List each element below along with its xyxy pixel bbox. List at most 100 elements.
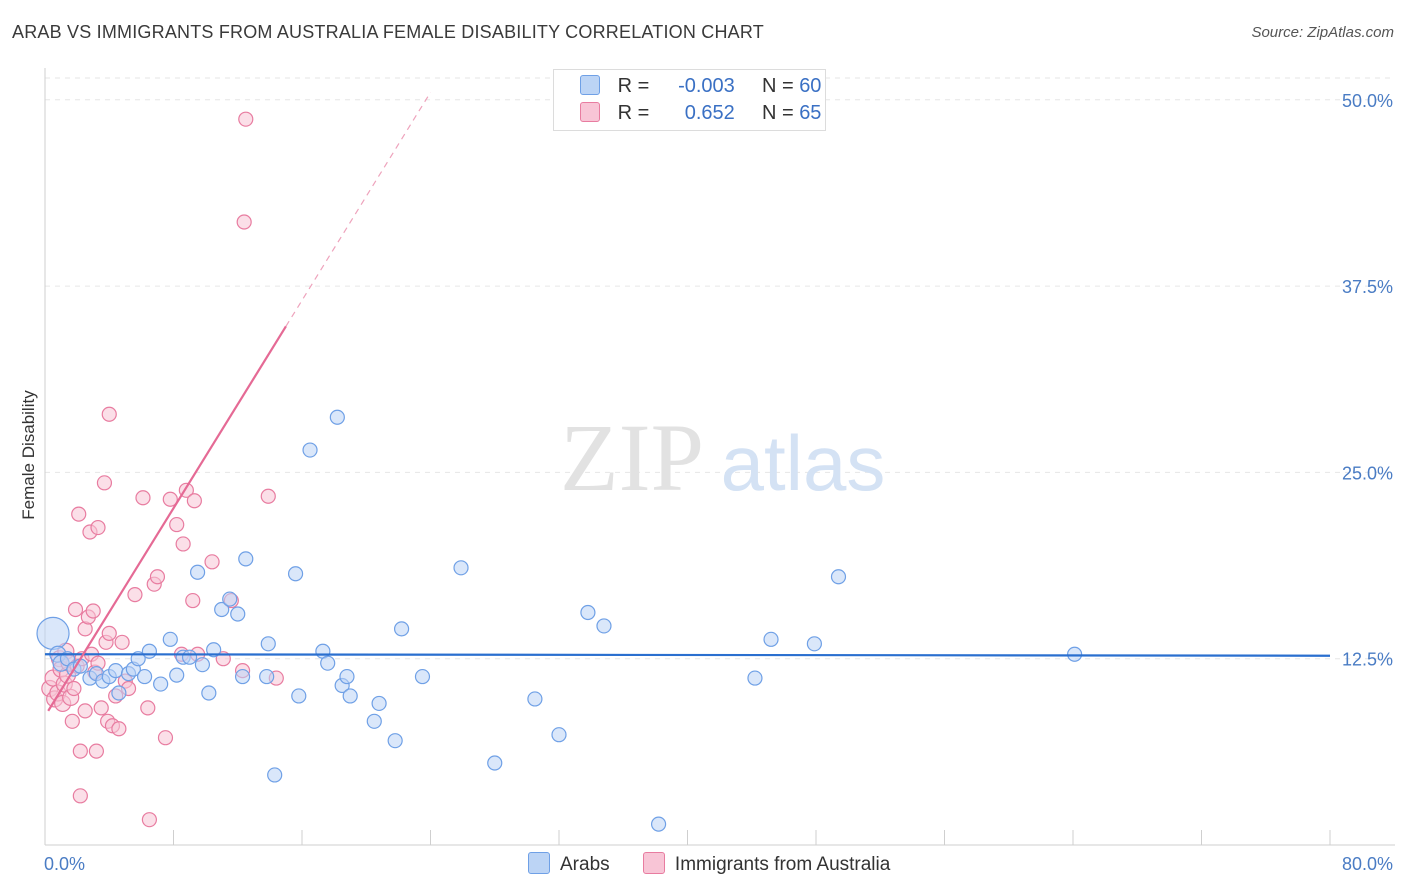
australia-point	[149, 569, 166, 585]
arab-point	[371, 695, 387, 712]
australia-point	[135, 490, 151, 506]
arab-point	[487, 755, 503, 771]
australia-point	[88, 743, 105, 759]
legend-swatch-australia	[580, 102, 600, 122]
legend-item-australia[interactable]: Immigrants from Australia	[642, 852, 891, 875]
arab-point	[806, 636, 822, 652]
australia-trend-line	[47, 325, 287, 712]
arab-point	[234, 668, 251, 685]
x-tick-label-max: 80.0%	[1342, 854, 1393, 874]
y-tick-label: 25.0%	[1342, 463, 1393, 483]
arab-point	[36, 616, 70, 650]
arab-point	[259, 668, 275, 685]
arab-point	[453, 560, 469, 576]
arab-point	[414, 668, 431, 685]
australia-point	[93, 700, 109, 716]
axes	[44, 68, 1395, 846]
australia-point	[141, 812, 158, 828]
legend-swatch-australia	[642, 852, 665, 874]
tick-labels: 12.5% 25.0% 37.5% 50.0% 0.0% 80.0%	[44, 91, 1393, 874]
arab-point	[153, 676, 169, 692]
australia-point	[204, 554, 220, 570]
australia-point	[101, 406, 117, 422]
arab-trend-line	[44, 653, 1331, 657]
arab-point	[320, 655, 336, 671]
australia-point	[185, 592, 201, 609]
arab-point	[747, 670, 763, 686]
legend-row-arabs: R = -0.003 N = 60	[580, 75, 821, 101]
australia-point	[64, 713, 80, 729]
legend-label-arabs: Arabs	[560, 854, 610, 875]
y-tick-label: 12.5%	[1342, 650, 1393, 670]
arab-point	[287, 566, 304, 582]
arab-point	[136, 668, 153, 685]
legend-n-label: N =	[761, 102, 794, 124]
arab-point	[206, 642, 222, 658]
australia-point	[169, 516, 185, 533]
australia-point	[67, 601, 84, 618]
arab-point	[214, 601, 230, 618]
legend-r-label: R =	[617, 102, 650, 124]
arab-point	[342, 688, 358, 704]
arab-point	[108, 663, 124, 679]
arab-point	[830, 569, 847, 585]
legend-r-value-arabs: -0.003	[678, 75, 735, 97]
arab-point	[291, 688, 307, 704]
arab-point	[189, 564, 206, 580]
australia-point	[85, 603, 101, 619]
legend-r-value-australia: 0.652	[684, 102, 735, 124]
legend-swatch-arabs	[580, 75, 600, 95]
legend-n-value-arabs: 60	[799, 75, 822, 97]
arab-point	[267, 767, 283, 783]
australia-point	[157, 730, 174, 746]
arab-point	[194, 657, 211, 673]
source-label: Source: ZipAtlas.com	[1251, 24, 1394, 41]
legend-n-value-australia: 65	[799, 102, 822, 124]
watermark-atlas: atlas	[721, 419, 886, 507]
australia-point	[238, 111, 254, 127]
australia-point	[186, 493, 202, 509]
australia-point	[114, 634, 130, 650]
arab-point	[302, 442, 318, 458]
gridlines	[45, 77, 1395, 660]
legend-label-australia: Immigrants from Australia	[674, 854, 891, 875]
australia-point	[140, 700, 156, 716]
legend-row-australia: R = 0.652 N = 65	[580, 102, 821, 128]
arab-point	[580, 604, 596, 621]
arab-point	[111, 685, 127, 701]
australia-point	[236, 214, 252, 230]
arab-point	[387, 733, 403, 749]
arab-point	[329, 409, 345, 425]
australia-point	[71, 506, 87, 522]
watermark-zip: ZIP	[560, 404, 704, 511]
arab-point	[230, 606, 246, 622]
legend-item-arabs[interactable]: Arabs	[528, 852, 615, 875]
chart-title: ARAB VS IMMIGRANTS FROM AUSTRALIA FEMALE…	[12, 22, 764, 42]
legend-swatch-arabs	[528, 852, 550, 874]
australia-point	[260, 488, 276, 504]
arab-point	[339, 668, 355, 685]
australia-point	[66, 680, 82, 697]
arab-point	[1067, 646, 1083, 662]
australia-point	[111, 721, 127, 737]
arab-point	[162, 631, 178, 647]
arab-point	[551, 727, 567, 743]
australia-trend-extension	[285, 92, 432, 327]
australia-point	[175, 536, 191, 552]
arab-point	[393, 621, 410, 637]
trend-lines	[44, 92, 1331, 712]
y-tick-label: 37.5%	[1342, 277, 1393, 297]
stats-legend: R = -0.003 N = 60 R = 0.652 N = 65	[553, 69, 826, 131]
y-axis-label: Female Disability	[19, 390, 38, 520]
legend-n-label: N =	[761, 75, 794, 97]
arab-point	[222, 591, 238, 607]
watermark: ZIP atlas	[560, 404, 885, 511]
arab-point	[141, 643, 158, 659]
arab-point	[527, 691, 543, 707]
arab-point	[366, 713, 382, 729]
australia-point	[77, 703, 93, 719]
australia-point	[101, 625, 117, 641]
australia-point	[90, 519, 106, 536]
australia-point	[162, 491, 178, 507]
